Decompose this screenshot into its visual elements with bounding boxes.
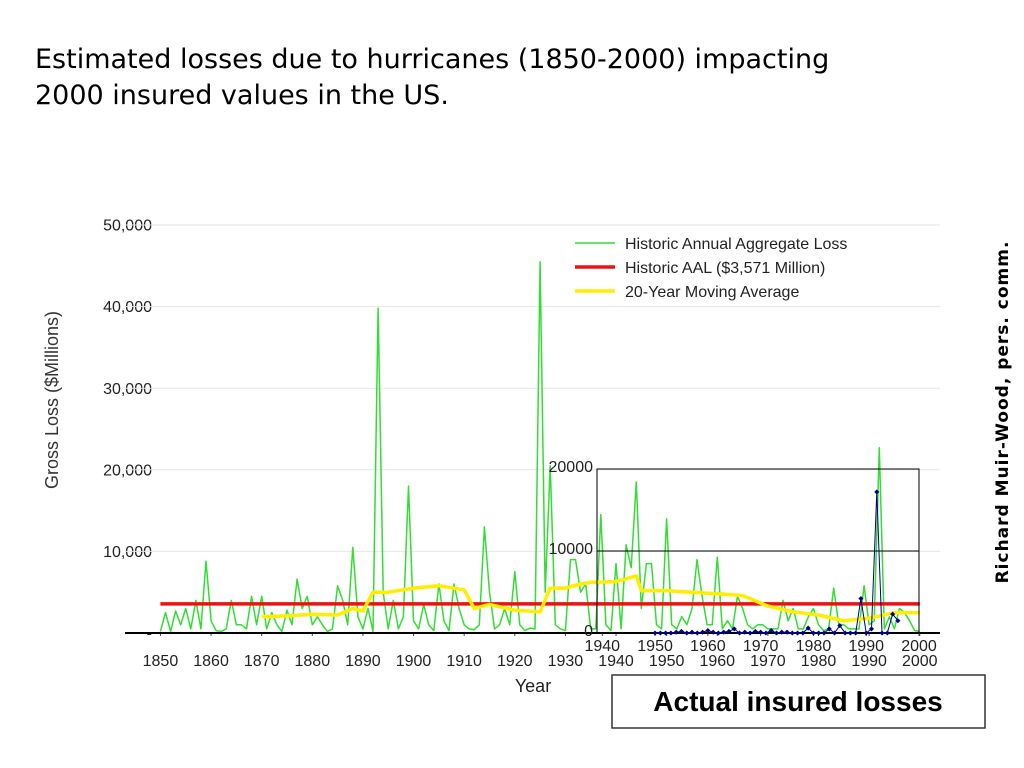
point — [779, 629, 785, 635]
x-tick-label: 1860 — [193, 653, 229, 670]
x-tick-label: 1980 — [796, 638, 832, 655]
x-tick-label: 1940 — [598, 653, 634, 670]
point — [810, 630, 816, 636]
point — [879, 630, 885, 636]
point — [821, 630, 827, 636]
point — [874, 489, 880, 495]
point — [789, 630, 795, 636]
point — [694, 630, 700, 636]
legend-label: 20-Year Moving Average — [625, 284, 799, 301]
x-tick-label: 1870 — [244, 653, 280, 670]
y-tick-label: 30,000 — [103, 381, 152, 398]
x-tick-label: 1990 — [848, 638, 884, 655]
x-tick-label: 1890 — [345, 653, 381, 670]
legend-label: Historic Annual Aggregate Loss — [625, 236, 847, 253]
point — [652, 630, 658, 636]
point — [663, 630, 669, 636]
point — [800, 630, 806, 636]
point — [742, 629, 748, 635]
x-tick-label: 1920 — [497, 653, 533, 670]
main-chart: - 10,000 20,000 30,000 40,000 50,000 1850 1860 1… — [103, 218, 940, 670]
x-tick-label: 1980 — [801, 653, 837, 670]
point — [673, 629, 679, 635]
point — [768, 627, 774, 634]
slide-title: Estimated losses due to hurricanes (1850… — [35, 44, 829, 75]
point — [895, 618, 901, 624]
y-tick-label: 20000 — [549, 459, 594, 476]
slide-title: 2000 insured values in the US. — [35, 80, 449, 111]
point — [752, 628, 758, 634]
y-axis-label: Gross Loss ($Millions) — [42, 311, 62, 489]
x-tick-label: 1880 — [295, 653, 331, 670]
series-line — [261, 574, 920, 623]
point — [763, 630, 769, 636]
x-tick-label: 1900 — [396, 653, 432, 670]
x-tick-label: 1950 — [637, 638, 673, 655]
y-tick-label: 50,000 — [103, 218, 152, 235]
x-tick-label: 1990 — [851, 653, 887, 670]
x-tick-label: 1910 — [446, 653, 482, 670]
point — [884, 630, 890, 636]
caption: Actual insured losses — [653, 686, 942, 717]
point — [710, 629, 716, 635]
point — [773, 630, 780, 636]
point — [784, 629, 790, 635]
point — [805, 625, 811, 631]
x-tick-label: 1940 — [584, 638, 620, 655]
point — [721, 629, 727, 635]
x-tick-label: 2000 — [901, 638, 937, 655]
x-tick-label: 2000 — [902, 653, 938, 670]
x-tick-label: 1950 — [649, 653, 685, 670]
x-tick-label: 1970 — [743, 638, 779, 655]
y-tick-label: 10000 — [549, 541, 594, 558]
x-tick-label: 1960 — [699, 653, 735, 670]
point — [657, 630, 663, 636]
point — [853, 630, 859, 636]
point — [684, 630, 690, 636]
x-tick-label: 1850 — [143, 653, 179, 670]
legend-label: Historic AAL ($3,571 Million) — [625, 260, 825, 277]
y-tick-label: 20,000 — [103, 462, 152, 479]
x-tick-label: 1960 — [690, 638, 726, 655]
point — [758, 629, 764, 635]
y-tick-label: 0 — [584, 623, 593, 640]
credit: Richard Muir-Wood, pers. comm. — [993, 241, 1013, 584]
x-tick-label: 1930 — [548, 653, 584, 670]
point — [736, 630, 743, 636]
point — [668, 630, 674, 636]
point — [715, 630, 721, 636]
caption-box — [611, 674, 986, 729]
point — [726, 628, 732, 634]
series-line — [159, 260, 920, 633]
point — [795, 630, 801, 636]
y-tick-label: 10,000 — [103, 544, 152, 561]
point — [747, 630, 753, 636]
point — [831, 630, 838, 636]
x-axis-label: Year — [515, 676, 551, 696]
point — [847, 630, 853, 636]
x-tick-label: 1970 — [750, 653, 786, 670]
point — [890, 611, 896, 617]
y-tick-label: - — [147, 626, 152, 643]
point — [816, 630, 822, 636]
y-tick-label: 40,000 — [103, 299, 152, 316]
